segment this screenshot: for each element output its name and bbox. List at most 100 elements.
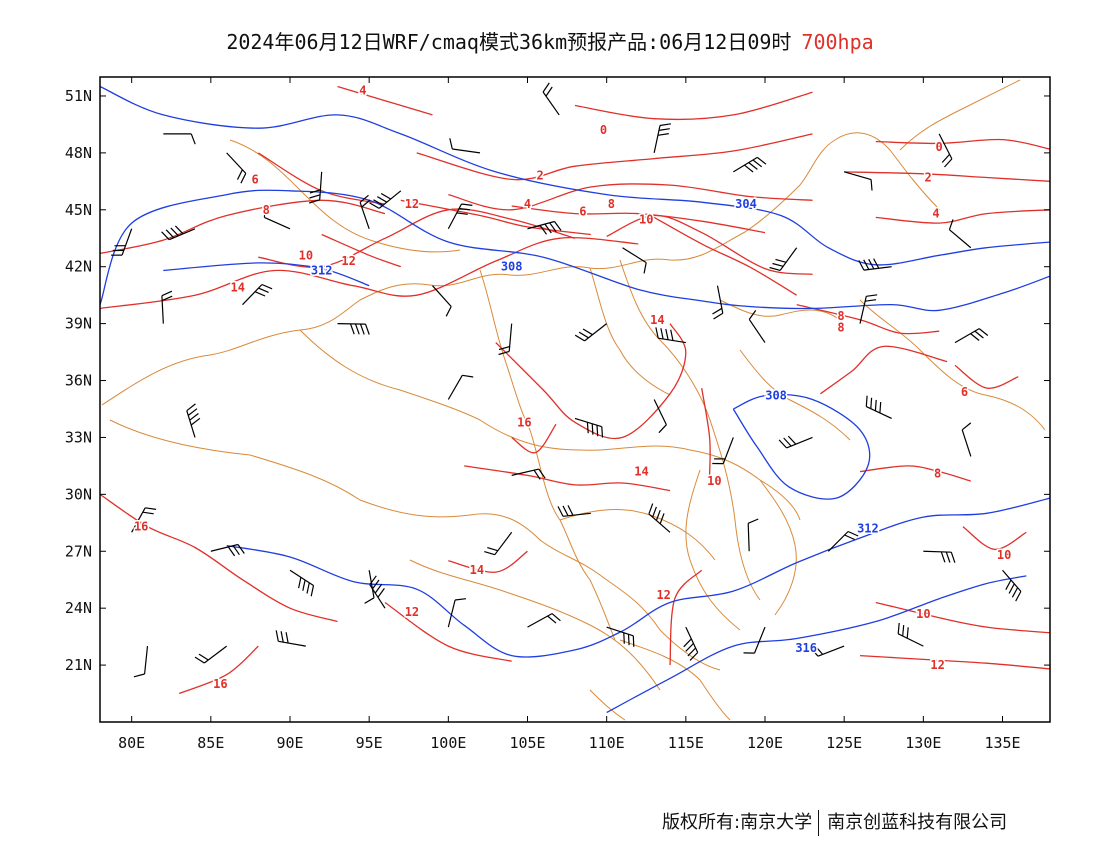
temperature-contour-label: 10 bbox=[916, 607, 930, 621]
temperature-contour-label: 14 bbox=[634, 465, 648, 479]
temperature-contour-10 bbox=[701, 387, 711, 476]
wind-barb bbox=[527, 220, 562, 235]
temperature-contour-12 bbox=[400, 199, 591, 236]
temperature-contour-6 bbox=[257, 152, 386, 205]
wind-barb bbox=[449, 138, 481, 154]
wind-barb bbox=[226, 152, 247, 184]
temperature-contour-2 bbox=[844, 171, 1050, 182]
wind-barb bbox=[1002, 569, 1022, 602]
temperature-contour-8 bbox=[820, 345, 948, 395]
height-contour-label: 308 bbox=[765, 389, 787, 403]
height-contour-label: 308 bbox=[501, 260, 523, 274]
temperature-contour-6 bbox=[954, 364, 1019, 389]
temperature-contour-0 bbox=[875, 138, 1050, 150]
temperature-contour-16 bbox=[178, 645, 259, 695]
chart-title: 2024年06月12日WRF/cmaq模式36km预报产品:06月12日09时 7… bbox=[0, 26, 1100, 55]
wind-barb bbox=[163, 133, 196, 145]
wind-barb bbox=[511, 468, 546, 480]
wind-barb bbox=[364, 570, 375, 604]
temperature-contour-12 bbox=[669, 569, 703, 666]
wind-barb bbox=[242, 283, 273, 306]
temperature-contour-10 bbox=[875, 601, 1050, 634]
wind-barb bbox=[447, 598, 467, 628]
temperature-contours bbox=[100, 85, 1050, 695]
temperature-contour-16 bbox=[100, 493, 338, 623]
temperature-contour-label: 8 bbox=[934, 466, 941, 480]
wind-barb bbox=[131, 507, 157, 533]
x-tick-label: 115E bbox=[668, 734, 704, 752]
y-tick-label: 45N bbox=[65, 201, 92, 219]
wind-barb bbox=[653, 399, 667, 434]
temperature-contour-14 bbox=[464, 465, 671, 492]
wind-barb bbox=[827, 530, 859, 552]
temperature-contour-4 bbox=[448, 183, 813, 211]
temperature-contour-label: 10 bbox=[299, 248, 313, 262]
wind-barb bbox=[275, 630, 306, 647]
temperature-contour-12 bbox=[384, 601, 512, 662]
wind-barb bbox=[289, 569, 315, 597]
credit-partner: 南京创蓝科技有限公司 bbox=[827, 812, 1008, 833]
temperature-contour-label: 0 bbox=[600, 123, 607, 137]
wind-barb bbox=[337, 323, 370, 335]
height-contour-308 bbox=[732, 394, 871, 500]
province-borders bbox=[101, 79, 1046, 721]
height-contour-label: 304 bbox=[735, 197, 757, 211]
wind-barb bbox=[111, 228, 133, 256]
height-contour-308 bbox=[100, 189, 1050, 312]
wind-barb bbox=[712, 285, 724, 320]
temperature-contour-10 bbox=[606, 214, 813, 275]
wind-barb bbox=[948, 219, 972, 249]
wind-barb bbox=[748, 310, 766, 343]
wind-barb bbox=[527, 613, 561, 628]
credit-separator bbox=[818, 810, 820, 836]
y-tick-label: 51N bbox=[65, 87, 92, 105]
wind-barb bbox=[810, 645, 845, 657]
x-tick-label: 120E bbox=[747, 734, 783, 752]
wind-barb bbox=[432, 285, 452, 317]
wind-barb bbox=[194, 645, 228, 664]
x-tick-label: 95E bbox=[356, 734, 383, 752]
temperature-contour-12 bbox=[321, 233, 402, 268]
temperature-contour-label: 16 bbox=[134, 520, 148, 534]
temperature-contour-8 bbox=[653, 216, 798, 296]
wind-barb bbox=[447, 203, 473, 230]
wind-barb bbox=[133, 646, 149, 678]
x-tick-label: 110E bbox=[589, 734, 625, 752]
temperature-contour-label: 0 bbox=[936, 140, 943, 154]
wind-barb bbox=[859, 294, 878, 324]
x-tick-label: 80E bbox=[118, 734, 145, 752]
wind-barb bbox=[648, 503, 671, 533]
height-contour-label: 312 bbox=[311, 264, 333, 278]
temperature-contour-label: 8 bbox=[263, 203, 270, 217]
wind-barb bbox=[574, 323, 608, 342]
wind-barb bbox=[309, 171, 323, 204]
temperature-contour-label: 2 bbox=[537, 169, 544, 183]
y-tick-label: 39N bbox=[65, 315, 92, 333]
wind-barb bbox=[954, 328, 989, 344]
title-text: 2024年06月12日WRF/cmaq模式36km预报产品:06月12日09时 bbox=[226, 30, 792, 54]
temperature-contour-14 bbox=[448, 550, 528, 573]
temperature-contour-8 bbox=[859, 465, 971, 482]
wind-barb bbox=[778, 435, 813, 449]
wind-barb bbox=[210, 543, 245, 557]
map-axes: 80E 85E 90E 95E 100E 105E 110E 115E 120E 125E 130E… bbox=[65, 77, 1050, 752]
temperature-contour-6 bbox=[511, 205, 766, 234]
y-tick-label: 36N bbox=[65, 372, 92, 390]
y-tick-label: 24N bbox=[65, 599, 92, 617]
wind-barb bbox=[655, 327, 686, 344]
y-tick-label: 27N bbox=[65, 542, 92, 560]
temperature-contour-label: 6 bbox=[252, 172, 259, 186]
temperature-contour-label: 10 bbox=[997, 548, 1011, 562]
temperature-contour-8 bbox=[100, 199, 386, 255]
wind-barbs bbox=[111, 82, 1022, 678]
temperature-contour-label: 12 bbox=[405, 605, 419, 619]
temperature-contour-14 bbox=[100, 237, 639, 310]
y-tick-label: 48N bbox=[65, 144, 92, 162]
temperature-contour-12 bbox=[859, 654, 1050, 670]
credit-line: 版权所有:南京大学 南京创蓝科技有限公司 bbox=[662, 808, 1007, 836]
temperature-contour-label: 8 bbox=[837, 320, 844, 334]
x-tick-label: 125E bbox=[826, 734, 862, 752]
wind-barb bbox=[447, 374, 474, 400]
height-contour-label: 316 bbox=[795, 641, 817, 655]
